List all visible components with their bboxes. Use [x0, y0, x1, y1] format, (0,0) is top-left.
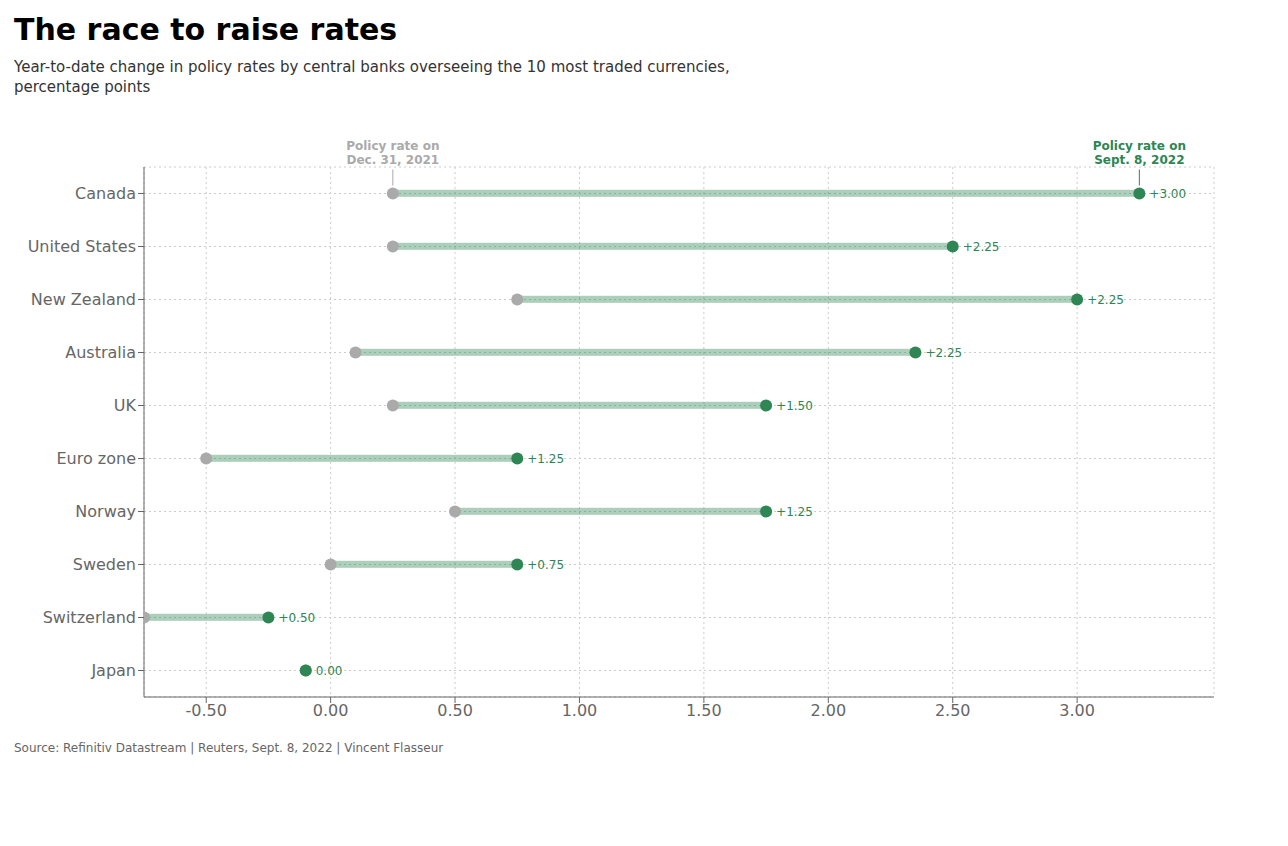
svg-text:-0.50: -0.50 [186, 701, 227, 720]
svg-text:+2.25: +2.25 [963, 240, 1000, 254]
svg-text:UK: UK [114, 396, 137, 415]
html-text:percentage points: percentage points [14, 78, 151, 96]
svg-text:New Zealand: New Zealand [31, 290, 136, 309]
svg-text:+3.00: +3.00 [1149, 187, 1186, 201]
svg-text:Australia: Australia [65, 343, 136, 362]
svg-text:0.00: 0.00 [313, 701, 349, 720]
svg-text:+1.50: +1.50 [776, 399, 813, 413]
svg-text:Sweden: Sweden [73, 555, 136, 574]
svg-text:+1.25: +1.25 [527, 452, 564, 466]
html-text:Year-to-date change in policy: Year-to-date change in policy rates by c… [14, 58, 730, 76]
svg-text:3.00: 3.00 [1059, 701, 1095, 720]
svg-text:+2.25: +2.25 [1087, 293, 1124, 307]
svg-text:Policy rate onDec. 31, 2021: Policy rate onDec. 31, 2021 [346, 139, 439, 167]
svg-text:1.50: 1.50 [686, 701, 722, 720]
svg-text:2.50: 2.50 [935, 701, 971, 720]
html-text:Source: Refinitiv Datastream |: Source: Refinitiv Datastream | Reuters, … [14, 741, 444, 755]
svg-text:+0.75: +0.75 [527, 558, 564, 572]
svg-text:United States: United States [28, 237, 136, 256]
svg-text:+1.25: +1.25 [776, 505, 813, 519]
svg-text:Switzerland: Switzerland [43, 608, 136, 627]
svg-text:Norway: Norway [75, 502, 136, 521]
svg-text:Canada: Canada [75, 184, 136, 203]
svg-text:0.50: 0.50 [437, 701, 473, 720]
svg-text:Japan: Japan [90, 661, 136, 680]
svg-text:0.00: 0.00 [316, 664, 343, 678]
svg-text:Policy rate onSept. 8, 2022: Policy rate onSept. 8, 2022 [1093, 139, 1186, 167]
svg-text:Euro zone: Euro zone [56, 449, 136, 468]
svg-text:2.00: 2.00 [810, 701, 846, 720]
svg-text:+2.25: +2.25 [925, 346, 962, 360]
html-text:The race to raise rates: The race to raise rates [14, 12, 398, 47]
svg-text:+0.50: +0.50 [278, 611, 315, 625]
svg-text:1.00: 1.00 [562, 701, 598, 720]
